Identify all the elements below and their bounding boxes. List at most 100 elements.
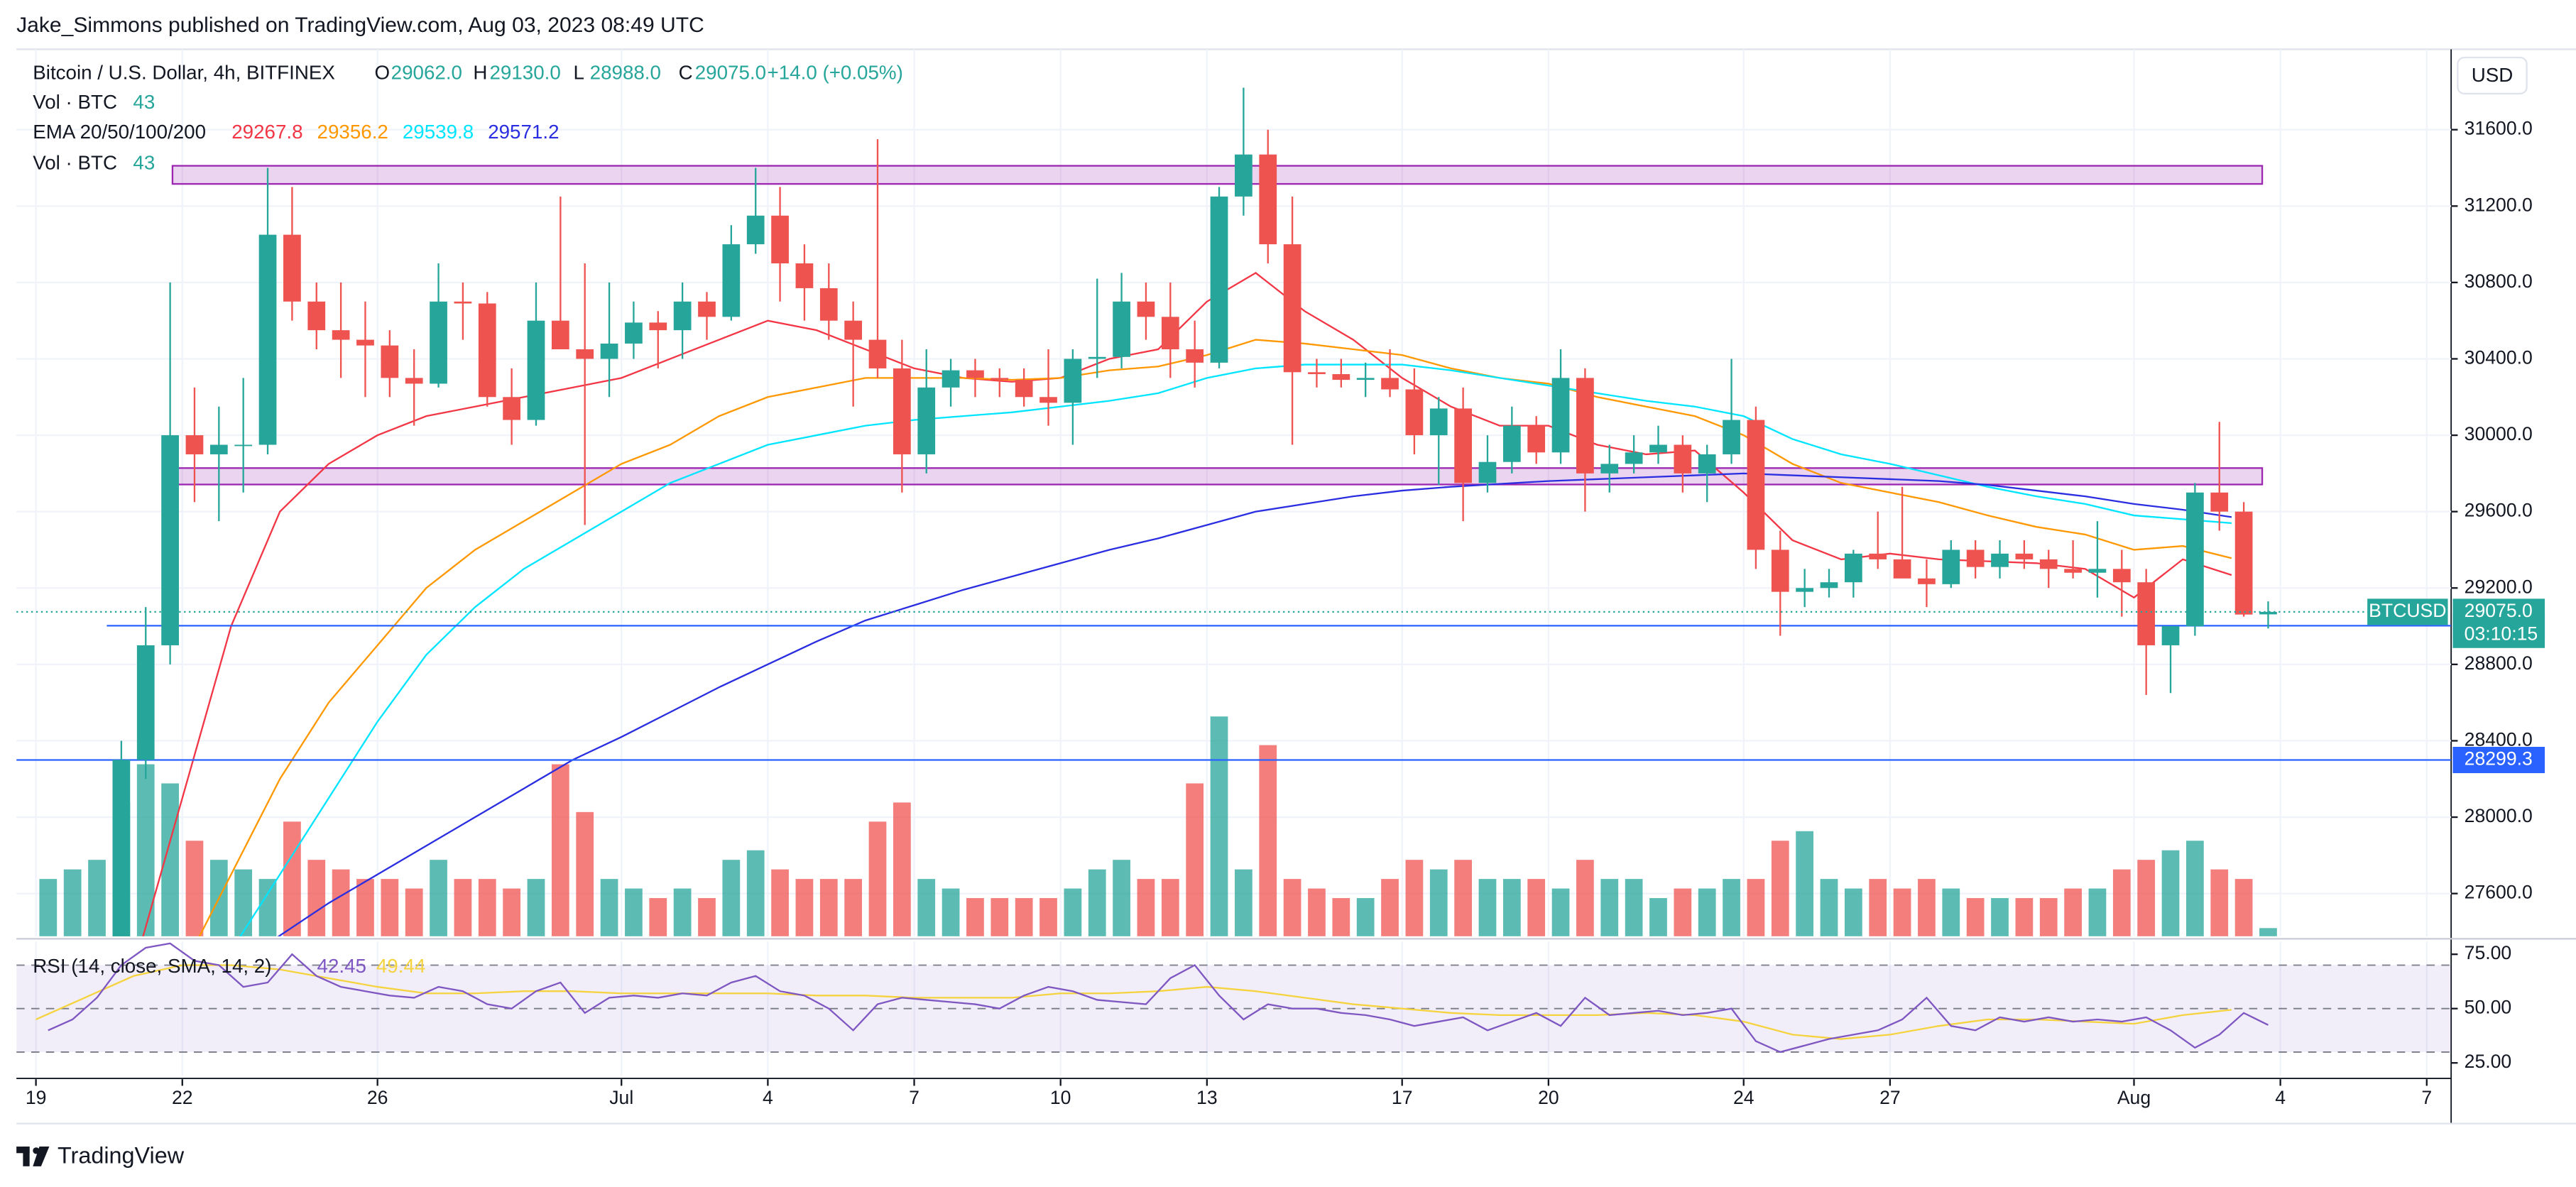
currency-button[interactable] (2457, 56, 2528, 95)
candle-body (258, 234, 277, 445)
last-price-box (2452, 598, 2545, 648)
rsi-sma-line (36, 964, 2232, 1040)
candle-body (112, 760, 131, 936)
candle-body (307, 301, 326, 331)
candle-body (1113, 301, 1130, 357)
volume-bar (1235, 869, 1252, 936)
volume-bar (381, 879, 399, 936)
candle-body (698, 301, 716, 317)
candle-body (868, 339, 887, 368)
candle-body (893, 368, 911, 454)
x-tick-label: 7 (2421, 1087, 2432, 1108)
chart-title: Bitcoin / U.S. Dollar, 4h, BITFINEX (33, 61, 335, 83)
candle-body (1308, 372, 1326, 374)
y-tick-label: 30400.0 (2465, 347, 2533, 368)
currency-label[interactable]: USD (2472, 64, 2514, 86)
candle-body (381, 345, 399, 378)
volume-bar (966, 898, 984, 936)
candle-body (503, 397, 520, 420)
volume-legend: Vol · BTC (33, 91, 117, 113)
candle-body (1893, 559, 1911, 579)
candle-body (209, 444, 228, 454)
rsi-sma-legend-value: 49.44 (376, 955, 425, 977)
volume-bar (2015, 898, 2034, 936)
logo-part (33, 1147, 50, 1166)
candle-body (1283, 244, 1301, 373)
volume-bar (819, 879, 838, 936)
ohlc-key: L (574, 61, 584, 83)
x-tick-label: 13 (1196, 1087, 1218, 1108)
volume-bar (1600, 879, 1619, 936)
candle-body (405, 378, 423, 384)
candle-body (1576, 378, 1594, 474)
candle-body (1015, 380, 1033, 398)
price-label: 28299.3 (2465, 748, 2533, 770)
rsi-line (48, 942, 2269, 1054)
candle-body (746, 215, 765, 245)
candle-body (1527, 425, 1546, 453)
candle-body (625, 322, 643, 344)
candle-body (1771, 549, 1789, 592)
ohlc-key: O (375, 61, 391, 83)
x-tick-label: 7 (909, 1087, 919, 1108)
candle-body (1039, 397, 1057, 403)
volume-bar (1747, 879, 1765, 936)
volume-legend: Vol · BTC (33, 152, 117, 174)
volume-bar (1991, 898, 2009, 936)
rsi-tick-label: 50.00 (2465, 997, 2512, 1018)
volume-bar (1723, 879, 1740, 936)
volume-bar (2161, 850, 2180, 936)
change-text: +14.0 (+0.05%) (768, 61, 903, 83)
volume-bar (283, 821, 301, 936)
y-tick-label: 28800.0 (2465, 652, 2533, 674)
candle-body (2186, 492, 2204, 627)
candle-body (527, 320, 545, 420)
ema-line (142, 272, 2232, 936)
candle-body (795, 263, 814, 288)
candle-body (283, 234, 301, 302)
candle-body (990, 378, 1009, 381)
volume-bar (136, 764, 155, 936)
candle-body (600, 343, 618, 359)
volume-bar (2137, 860, 2156, 936)
volume-bar (746, 850, 765, 936)
volume-bar (1039, 898, 1057, 936)
candle-body (844, 320, 863, 340)
candle-body (942, 370, 960, 388)
volume-bar (698, 898, 716, 936)
x-tick-label: Jul (609, 1087, 633, 1108)
y-tick-label: 30000.0 (2465, 423, 2533, 444)
volume-bar (1966, 898, 1985, 936)
candle-body (1991, 553, 2009, 567)
volume-bar (1942, 888, 1960, 936)
ohlc-value: 29075.0 (695, 61, 766, 83)
volume-bar (1527, 879, 1546, 936)
candle-body (576, 349, 594, 359)
ema-legend: EMA 20/50/100/200 (33, 121, 206, 143)
volume-bar (1015, 898, 1033, 936)
x-tick-label: 22 (172, 1087, 193, 1108)
volume-bar (1429, 869, 1448, 936)
candle-body (1088, 356, 1106, 359)
volume-bar (1454, 860, 1472, 936)
candle-body (2064, 569, 2082, 573)
x-tick-label: 10 (1050, 1087, 1071, 1108)
volume-bar (405, 888, 423, 936)
rsi-tick-label: 25.00 (2465, 1051, 2512, 1072)
y-tick-label: 28400.0 (2465, 728, 2533, 750)
candle-body (1942, 549, 1960, 584)
logo (16, 1147, 50, 1166)
candle-body (2210, 492, 2229, 512)
volume-bar (2039, 898, 2058, 936)
x-tick-label: 17 (1392, 1087, 1413, 1108)
volume-bar (844, 879, 863, 936)
candle-body (1381, 378, 1399, 390)
candle-body (1502, 425, 1521, 462)
volume-bar (527, 879, 545, 936)
candle-body (2015, 553, 2034, 559)
candle-body (1698, 454, 1716, 474)
volume-bar (1405, 860, 1424, 936)
volume-bar (1113, 860, 1130, 936)
candle-body (1869, 553, 1887, 559)
candle-body (1600, 464, 1619, 474)
